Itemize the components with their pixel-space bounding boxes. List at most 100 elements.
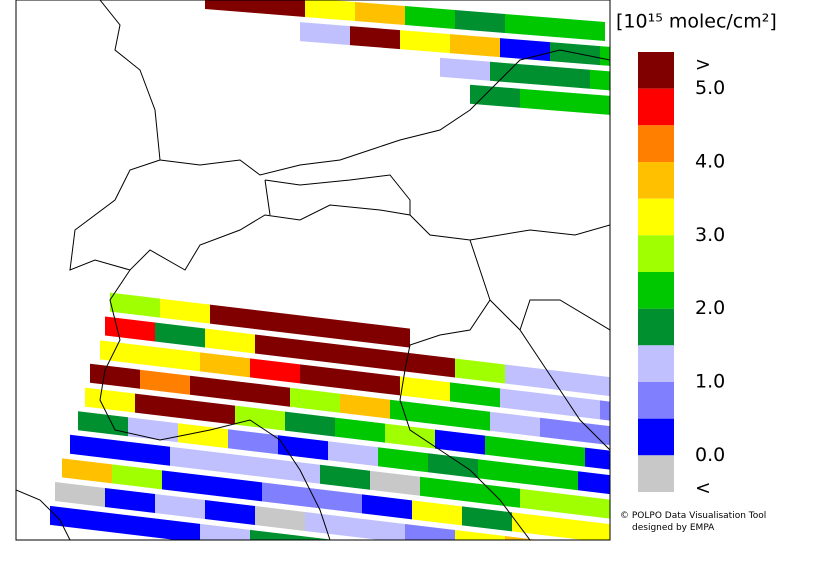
swath-cell: [470, 84, 520, 108]
swath-cell: [340, 393, 390, 419]
swath-cell: [420, 476, 470, 502]
swath-cell: [505, 364, 555, 390]
swath-cell: [328, 441, 378, 467]
swath-cell: [400, 30, 450, 54]
swath-cell: [540, 417, 590, 443]
swath-cell: [400, 376, 450, 402]
color-swatch: [638, 308, 674, 346]
swath-cell: [350, 542, 400, 566]
swath-cell: [385, 423, 435, 449]
swath-cell: [185, 399, 235, 425]
swath-cell: [205, 328, 255, 354]
swath-cell: [62, 458, 112, 484]
swath-cell: [370, 470, 420, 496]
color-swatch: [638, 125, 674, 162]
swath-cell: [505, 14, 555, 37]
swath-cell: [570, 494, 610, 519]
color-swatch: [638, 272, 674, 309]
swath-cell: [435, 429, 485, 455]
swath-cell: [405, 352, 455, 378]
swath-cell: [428, 453, 478, 479]
color-swatch: [638, 198, 674, 236]
color-swatch: [638, 52, 674, 89]
swath-cell: [90, 363, 140, 389]
swath-cell: [412, 500, 462, 526]
border: [16, 489, 71, 540]
swath-cell: [555, 370, 605, 396]
swath-cell: [205, 0, 255, 13]
swath-cell: [570, 92, 610, 115]
swath-cell: [105, 316, 155, 342]
swath-cell: [520, 488, 570, 514]
swath-cell: [170, 446, 220, 472]
swath-cell: [605, 376, 610, 397]
swath-cell: [112, 464, 162, 490]
swath-cell: [210, 304, 260, 330]
color-swatch: [638, 455, 674, 492]
swath-cell: [505, 536, 539, 540]
legend-title: [10¹⁵ molec/cm²]: [616, 11, 777, 33]
swath-cell: [55, 482, 105, 507]
border: [489, 299, 610, 451]
swath-cell: [450, 34, 500, 58]
swath-cell: [585, 447, 610, 470]
swath-cell: [362, 494, 412, 520]
border: [264, 174, 411, 216]
borders: [16, 0, 610, 540]
border: [159, 49, 610, 176]
swath-cell: [190, 375, 240, 401]
border: [69, 0, 610, 271]
swath-cell: [485, 435, 535, 461]
swath-cell: [235, 405, 285, 431]
color-swatch: [638, 162, 674, 199]
swath-cell: [150, 517, 200, 540]
swath-cell: [500, 388, 550, 414]
swath-cell: [278, 435, 328, 461]
swath-cell: [162, 470, 212, 496]
color-swatch: [638, 88, 674, 126]
swath-cell: [85, 387, 135, 413]
swath-cell: [600, 46, 610, 66]
border: [99, 269, 331, 540]
credit: designed by EMPA: [632, 523, 715, 533]
swath-cell: [478, 459, 528, 485]
colorbar: >5.0 4.0 3.0 2.0 1.0 0.0 <: [638, 52, 725, 499]
color-swatch: [638, 382, 674, 419]
swath-cell: [455, 530, 505, 540]
swath-cell: [355, 518, 405, 540]
swath-cell: [555, 18, 605, 41]
swath-cell: [550, 42, 600, 66]
colorbar-label: 0.0: [695, 444, 725, 466]
swath-cell: [135, 393, 185, 419]
swath-cell: [540, 65, 590, 89]
color-swatch: [638, 345, 674, 382]
swath-cell: [110, 292, 160, 318]
swath-cell: [590, 423, 610, 446]
colorbar-label: 5.0: [695, 77, 725, 99]
swath-cell: [250, 358, 300, 384]
swath-cell: [450, 382, 500, 408]
swath-cell: [160, 298, 210, 324]
swath-cell: [100, 340, 150, 366]
swath-cell: [562, 518, 610, 540]
swath-cell: [400, 548, 450, 566]
colorbar-label: 1.0: [695, 371, 725, 393]
swath-cell: [228, 429, 278, 455]
swath-cell: [378, 447, 428, 473]
swath-cell: [405, 6, 455, 29]
swath-cell: [105, 488, 155, 513]
swath-cells: [50, 0, 610, 566]
swath-cell: [305, 340, 355, 366]
swath-cell: [600, 400, 610, 421]
swath-cell: [200, 352, 250, 378]
swath-cell: [300, 22, 350, 46]
swath-cell: [220, 452, 270, 478]
swath-cell: [390, 399, 440, 425]
color-swatch: [638, 418, 674, 456]
swath-cell: [440, 57, 490, 81]
swath-cell: [520, 88, 570, 112]
credit: © POLPO Data Visualisation Tool: [620, 511, 766, 521]
swath-cell: [260, 310, 310, 336]
swath-cell: [140, 369, 190, 395]
swath-cell: [178, 423, 228, 449]
